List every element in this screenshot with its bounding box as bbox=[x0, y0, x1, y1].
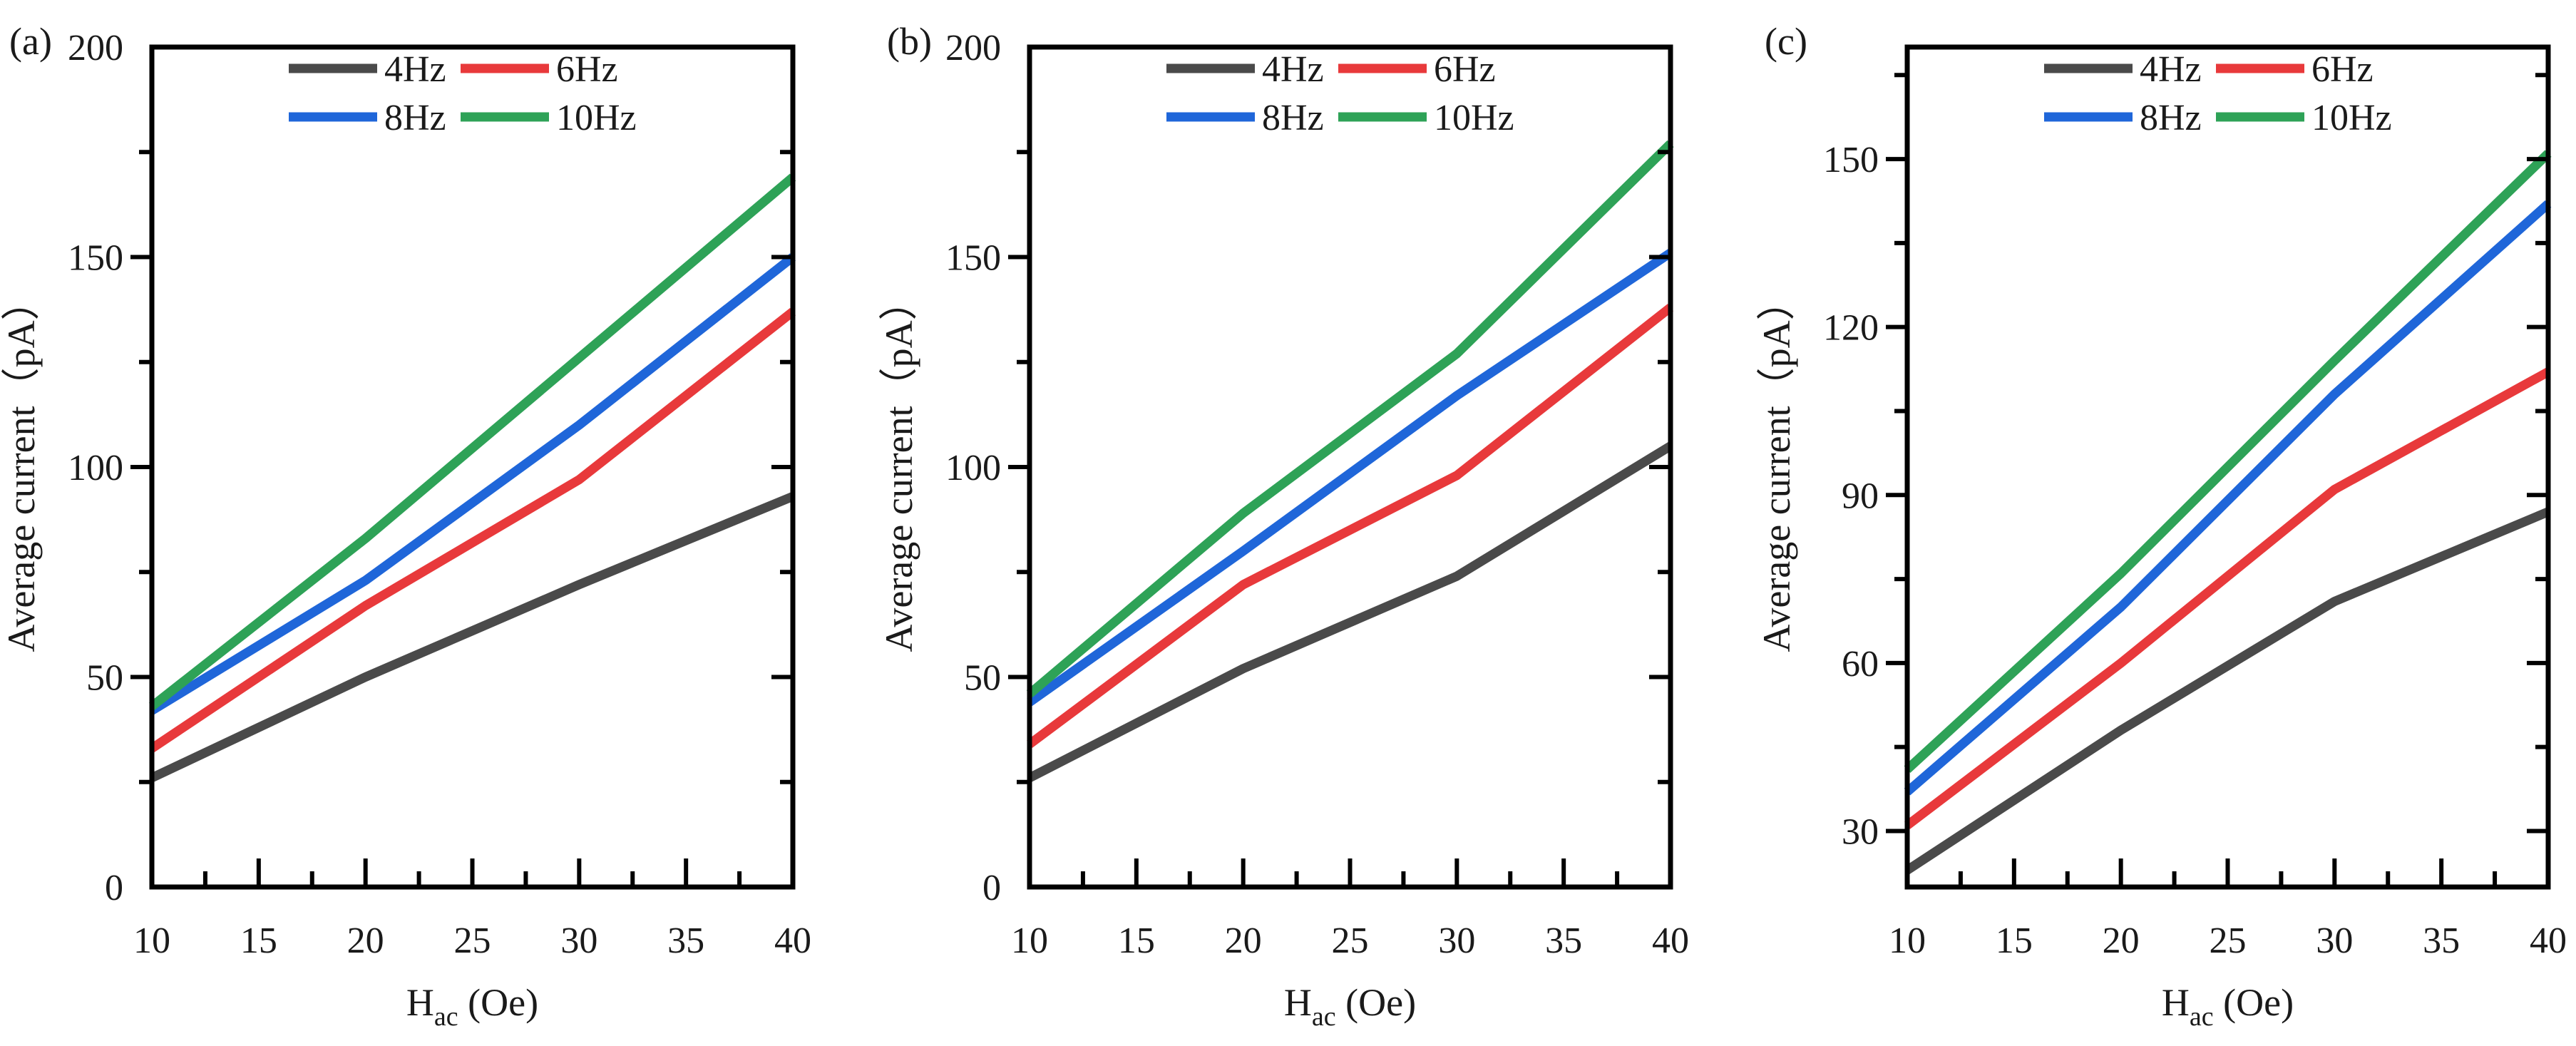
y-tick-label: 150 bbox=[1823, 140, 1879, 180]
panel-label: (a) bbox=[9, 20, 52, 63]
x-tick-label: 15 bbox=[1996, 921, 2033, 961]
legend-label-4hz: 4Hz bbox=[2140, 49, 2202, 90]
x-axis-label-sub: ac bbox=[1312, 1002, 1336, 1032]
x-axis-label-unit: (Oe) bbox=[2214, 981, 2294, 1024]
series-line-10hz bbox=[1026, 140, 1674, 698]
y-tick-label: 150 bbox=[945, 238, 1001, 279]
x-tick-label: 10 bbox=[1889, 921, 1926, 961]
x-axis-label-unit: (Oe) bbox=[458, 981, 538, 1024]
series-line-8hz bbox=[1027, 249, 1673, 707]
x-tick-label: 15 bbox=[1118, 921, 1155, 961]
x-axis-label-main: H bbox=[1284, 981, 1312, 1024]
series-line-6hz bbox=[1904, 367, 2551, 829]
legend: 4Hz 6Hz 8Hz 10Hz bbox=[2044, 49, 2392, 138]
series-line-8hz bbox=[1904, 200, 2552, 796]
series-line-6hz bbox=[1027, 304, 1674, 748]
x-axis-label-unit: (Oe) bbox=[1336, 981, 1416, 1024]
y-axis-label: Average current（pA） bbox=[1755, 282, 1798, 652]
x-axis-label: Hac (Oe) bbox=[406, 981, 538, 1032]
y-tick-label: 0 bbox=[982, 868, 1001, 908]
chart-panel-1: 10 15 20 25 30 35 40 0 50 100 150 200 (b) Average cur… bbox=[878, 20, 1689, 1032]
legend: 4Hz 6Hz 8Hz 10Hz bbox=[1166, 49, 1514, 138]
legend-label-6hz: 6Hz bbox=[2311, 49, 2374, 90]
legend-label-10hz: 10Hz bbox=[556, 98, 637, 138]
x-tick-label: 10 bbox=[133, 921, 170, 961]
legend-label-6hz: 6Hz bbox=[1434, 49, 1496, 90]
panel-label: (b) bbox=[887, 20, 932, 63]
x-axis-label-main: H bbox=[2162, 981, 2190, 1024]
legend-label-8hz: 8Hz bbox=[2140, 98, 2202, 138]
plot-frame bbox=[1027, 44, 1673, 890]
y-tick-label: 0 bbox=[105, 868, 123, 908]
legend-label-10hz: 10Hz bbox=[1434, 98, 1514, 138]
x-tick-label: 35 bbox=[667, 921, 704, 961]
x-tick-label: 40 bbox=[774, 921, 811, 961]
legend-label-8hz: 8Hz bbox=[384, 98, 446, 138]
x-tick-label: 25 bbox=[454, 921, 491, 961]
x-tick-label: 35 bbox=[1545, 921, 1582, 961]
x-tick-label: 30 bbox=[560, 921, 597, 961]
x-tick-label: 20 bbox=[347, 921, 384, 961]
x-tick-label: 40 bbox=[2530, 921, 2567, 961]
x-tick-label: 35 bbox=[2423, 921, 2460, 961]
x-axis-label-sub: ac bbox=[2190, 1002, 2214, 1032]
y-tick-label: 100 bbox=[68, 448, 123, 488]
legend-label-8hz: 8Hz bbox=[1262, 98, 1324, 138]
series-line-8hz bbox=[149, 253, 796, 715]
y-tick-label: 200 bbox=[945, 28, 1001, 68]
y-tick-label: 50 bbox=[964, 658, 1001, 699]
y-tick-label: 120 bbox=[1823, 308, 1879, 349]
y-tick-label: 200 bbox=[68, 28, 123, 68]
x-tick-label: 25 bbox=[1332, 921, 1369, 961]
series-line-4hz bbox=[1904, 507, 2550, 874]
y-tick-label: 150 bbox=[68, 238, 123, 279]
x-axis-label: Hac (Oe) bbox=[1284, 981, 1416, 1032]
y-tick-label: 50 bbox=[86, 658, 123, 699]
legend-label-10hz: 10Hz bbox=[2311, 98, 2392, 138]
x-tick-label: 40 bbox=[1652, 921, 1689, 961]
x-tick-label: 15 bbox=[240, 921, 277, 961]
x-tick-label: 30 bbox=[1438, 921, 1475, 961]
series-line-4hz bbox=[1027, 441, 1673, 782]
legend-label-4hz: 4Hz bbox=[1262, 49, 1324, 90]
x-axis-label-sub: ac bbox=[434, 1002, 458, 1032]
y-tick-label: 90 bbox=[1842, 476, 1879, 516]
legend-label-4hz: 4Hz bbox=[384, 49, 446, 90]
y-tick-label: 100 bbox=[945, 448, 1001, 488]
x-tick-label: 20 bbox=[1225, 921, 1262, 961]
x-tick-label: 25 bbox=[2210, 921, 2247, 961]
legend-label-6hz: 6Hz bbox=[556, 49, 618, 90]
legend: 4Hz 6Hz 8Hz 10Hz bbox=[289, 49, 637, 138]
x-tick-label: 10 bbox=[1011, 921, 1048, 961]
x-axis-label: Hac (Oe) bbox=[2162, 981, 2294, 1032]
chart-panel-0: 10 15 20 25 30 35 40 0 50 100 150 200 (a) Average cur… bbox=[0, 20, 811, 1032]
series-line-4hz bbox=[150, 492, 795, 782]
panel-label: (c) bbox=[1765, 20, 1807, 63]
series-line-6hz bbox=[149, 307, 796, 753]
y-axis-label: Average current（pA） bbox=[878, 282, 920, 652]
series-line-10hz bbox=[148, 173, 796, 710]
chart-panel-2: 10 15 20 25 30 35 40 30 60 90 120 150 (c) Average cur… bbox=[1755, 20, 2567, 1032]
x-tick-label: 30 bbox=[2316, 921, 2353, 961]
y-tick-label: 30 bbox=[1842, 811, 1879, 852]
plot-frame bbox=[149, 44, 796, 890]
y-tick-label: 60 bbox=[1842, 644, 1879, 684]
x-axis-label-main: H bbox=[406, 981, 434, 1024]
x-tick-label: 20 bbox=[2103, 921, 2140, 961]
series-line-10hz bbox=[1904, 150, 2552, 773]
y-axis-label: Average current（pA） bbox=[0, 282, 43, 652]
